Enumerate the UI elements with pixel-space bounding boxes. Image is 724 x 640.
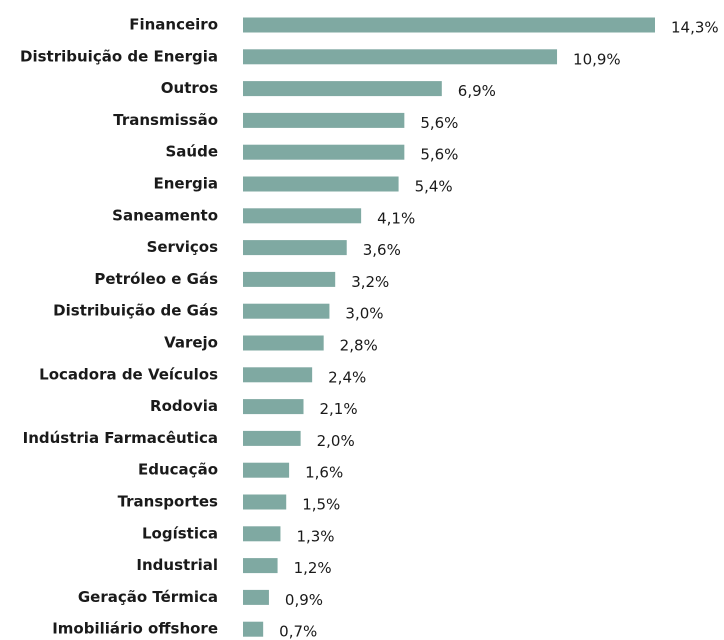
category-label: Distribuição de Energia — [20, 47, 218, 65]
category-label: Serviços — [147, 238, 218, 256]
bar — [243, 17, 655, 33]
category-label: Educação — [138, 461, 218, 479]
category-label: Indústria Farmacêutica — [23, 429, 218, 447]
category-label: Varejo — [164, 334, 218, 352]
value-label: 0,7% — [279, 623, 317, 640]
value-label: 4,1% — [377, 209, 415, 227]
value-label: 3,2% — [351, 273, 389, 291]
category-label: Energia — [154, 175, 219, 193]
value-label: 2,4% — [328, 368, 366, 386]
bar — [243, 558, 278, 574]
bar — [243, 430, 301, 446]
category-label: Locadora de Veículos — [39, 365, 218, 383]
value-label: 1,5% — [302, 496, 340, 514]
value-label: 5,6% — [420, 114, 458, 132]
value-label: 2,0% — [317, 432, 355, 450]
bar — [243, 303, 330, 319]
value-label: 2,8% — [340, 337, 378, 355]
category-label: Transportes — [118, 493, 218, 511]
category-label: Rodovia — [150, 397, 218, 415]
value-label: 1,6% — [305, 464, 343, 482]
bar — [243, 208, 362, 224]
value-label: 10,9% — [573, 50, 621, 68]
value-label: 5,4% — [415, 178, 453, 196]
value-label: 1,2% — [294, 559, 332, 577]
category-label: Petróleo e Gás — [94, 270, 218, 288]
value-label: 14,3% — [671, 19, 719, 37]
value-label: 1,3% — [296, 527, 334, 545]
bar — [243, 494, 287, 510]
category-label: Geração Térmica — [78, 588, 218, 606]
value-label: 3,6% — [363, 241, 401, 259]
category-label: Distribuição de Gás — [53, 302, 218, 320]
value-label: 0,9% — [285, 591, 323, 609]
bar — [243, 144, 405, 160]
category-label: Industrial — [136, 556, 218, 574]
bar — [243, 240, 347, 256]
category-label: Saneamento — [112, 206, 218, 224]
bar — [243, 271, 336, 287]
value-label: 2,1% — [320, 400, 358, 418]
bar — [243, 462, 290, 478]
bar — [243, 526, 281, 542]
value-label: 5,6% — [420, 146, 458, 164]
category-label: Logística — [142, 524, 218, 542]
category-label: Transmissão — [113, 111, 218, 129]
bar — [243, 589, 269, 605]
value-label: 6,9% — [458, 82, 496, 100]
bar — [243, 49, 558, 65]
category-label: Financeiro — [129, 16, 218, 34]
category-label: Saúde — [165, 143, 218, 161]
bar — [243, 176, 399, 192]
bar — [243, 112, 405, 128]
bar — [243, 81, 442, 97]
category-label: Outros — [161, 79, 218, 97]
bar — [243, 367, 313, 383]
bar — [243, 399, 304, 415]
category-label: Imobiliário offshore — [52, 620, 218, 638]
bar — [243, 621, 264, 637]
value-label: 3,0% — [345, 305, 383, 323]
bar — [243, 335, 324, 351]
